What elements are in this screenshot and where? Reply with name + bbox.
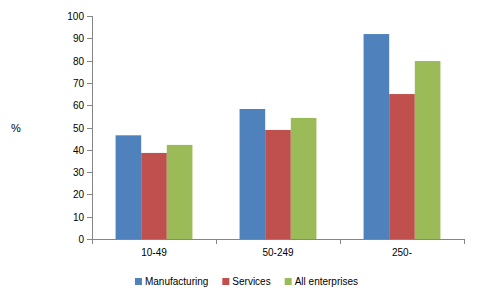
x-axis bbox=[92, 239, 464, 240]
chart-container: 0 10 20 30 40 50 60 70 80 90 100 10-49 50-249 250-% Ma… bbox=[0, 0, 493, 304]
chart-svg: 0 10 20 30 40 50 60 70 80 90 100 10-49 50-249 250-% Ma… bbox=[0, 0, 493, 304]
bars bbox=[116, 34, 441, 239]
y-tick bbox=[87, 16, 92, 17]
y-tick bbox=[87, 217, 92, 218]
y-tick bbox=[87, 239, 92, 240]
y-axis-label: % bbox=[11, 122, 21, 134]
bar bbox=[389, 94, 415, 239]
y-tick-label: 90 bbox=[73, 33, 85, 44]
bar bbox=[291, 118, 317, 239]
y-tick-label: 50 bbox=[73, 123, 85, 134]
x-tick bbox=[340, 239, 341, 244]
x-tick bbox=[92, 239, 93, 244]
legend-swatch bbox=[135, 278, 142, 285]
legend-label: Services bbox=[232, 276, 270, 287]
y-tick-label: 30 bbox=[73, 167, 85, 178]
y-tick-label: 80 bbox=[73, 56, 85, 67]
y-tick-label: 40 bbox=[73, 145, 85, 156]
y-tick bbox=[87, 61, 92, 62]
bar bbox=[167, 145, 193, 239]
x-tick-label: 250- bbox=[392, 247, 412, 258]
bar bbox=[415, 61, 441, 239]
y-tick-label: 100 bbox=[67, 11, 84, 22]
y-tick-label: 70 bbox=[73, 78, 85, 89]
x-tick bbox=[216, 239, 217, 244]
y-tick-label: 0 bbox=[78, 234, 84, 245]
legend-label: Manufacturing bbox=[145, 276, 208, 287]
legend: Manufacturing Services All enterprises bbox=[135, 276, 358, 287]
y-tick bbox=[87, 105, 92, 106]
bar bbox=[116, 135, 142, 239]
y-tick bbox=[87, 128, 92, 129]
y-tick-label: 10 bbox=[73, 212, 85, 223]
bar bbox=[240, 109, 266, 239]
y-tick bbox=[87, 194, 92, 195]
y-tick bbox=[87, 150, 92, 151]
legend-swatch bbox=[285, 278, 292, 285]
x-tick-label: 50-249 bbox=[262, 247, 294, 258]
y-tick bbox=[87, 38, 92, 39]
bar bbox=[364, 34, 390, 239]
y-tick-label: 20 bbox=[73, 189, 85, 200]
x-tick-label: 10-49 bbox=[141, 247, 167, 258]
bar bbox=[141, 153, 167, 239]
y-axis bbox=[92, 16, 93, 239]
legend-swatch bbox=[222, 278, 229, 285]
y-tick bbox=[87, 172, 92, 173]
bar bbox=[265, 130, 291, 239]
x-tick bbox=[464, 239, 465, 244]
y-tick-label: 60 bbox=[73, 100, 85, 111]
legend-label: All enterprises bbox=[295, 276, 358, 287]
y-tick bbox=[87, 83, 92, 84]
